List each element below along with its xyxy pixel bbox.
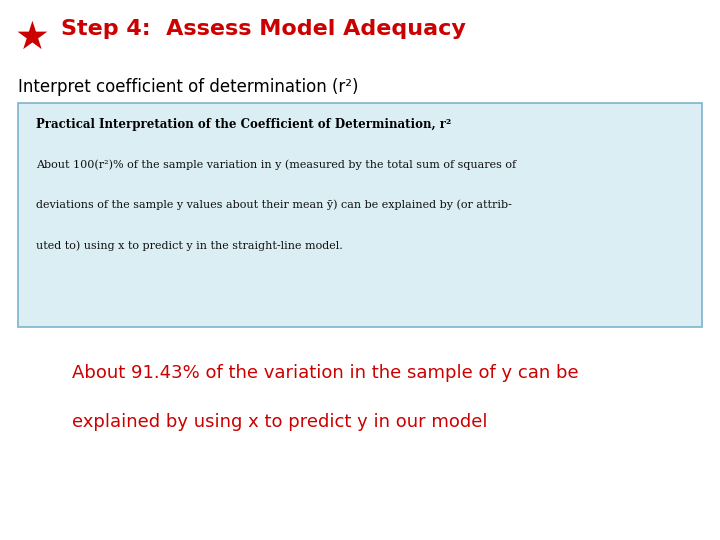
Text: uted to) using x to predict y in the straight-line model.: uted to) using x to predict y in the str… [36, 240, 343, 251]
Text: Step 4:  Assess Model Adequacy: Step 4: Assess Model Adequacy [61, 19, 466, 39]
Text: ★: ★ [14, 19, 49, 57]
Text: deviations of the sample y values about their mean ȳ) can be explained by (or at: deviations of the sample y values about … [36, 200, 512, 211]
Text: explained by using x to predict y in our model: explained by using x to predict y in our… [72, 413, 487, 431]
Text: Practical Interpretation of the Coefficient of Determination, r²: Practical Interpretation of the Coeffici… [36, 118, 451, 131]
Text: About 100(r²)% of the sample variation in y (measured by the total sum of square: About 100(r²)% of the sample variation i… [36, 159, 516, 170]
Text: Interpret coefficient of determination (r²): Interpret coefficient of determination (… [18, 78, 359, 96]
FancyBboxPatch shape [18, 103, 702, 327]
Text: About 91.43% of the variation in the sample of y can be: About 91.43% of the variation in the sam… [72, 364, 579, 382]
